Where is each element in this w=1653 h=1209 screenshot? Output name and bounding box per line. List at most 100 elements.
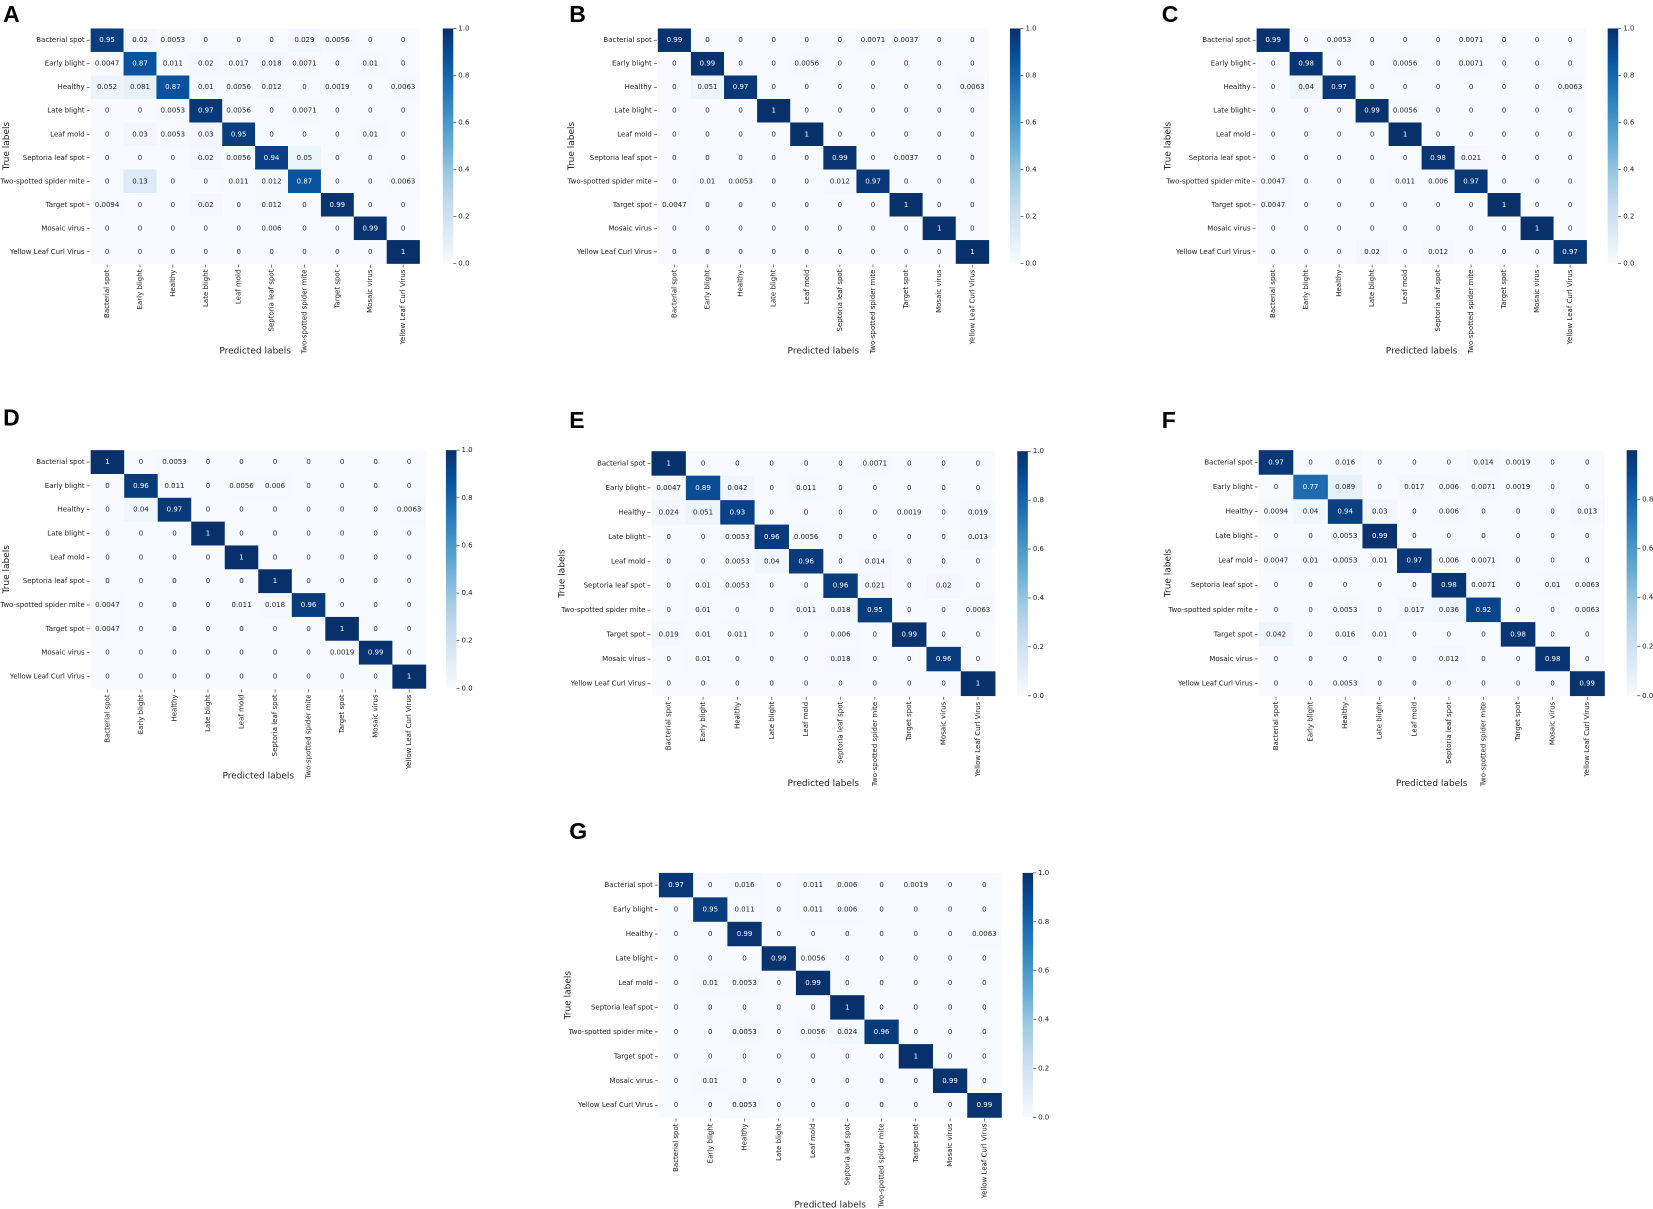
cell-label: 0 (904, 130, 908, 138)
y-axis-title: True labels (564, 971, 574, 1021)
cell (157, 473, 192, 499)
cell-label: 0.051 (693, 508, 713, 516)
cell-label: 0 (105, 248, 109, 256)
cell-label: 0 (1308, 606, 1312, 614)
y-tick-label: Mosaic virus (41, 649, 85, 657)
cell (788, 500, 824, 525)
cell (1535, 548, 1571, 574)
cell (761, 1093, 797, 1118)
cell (790, 240, 824, 264)
colorbar-tick-label: 0.6 (1038, 967, 1050, 975)
cell (1487, 240, 1521, 264)
cell-label: 0 (705, 130, 709, 138)
x-tick-label: Late blight (202, 269, 210, 307)
cell-label: 0 (805, 107, 809, 115)
cell (1362, 523, 1398, 549)
cell-label: 0 (1412, 508, 1416, 516)
cell-label: 1 (666, 459, 670, 467)
cell-label: 0.006 (1428, 177, 1449, 185)
cell-label: 0.01 (700, 177, 716, 185)
cell-label: 1 (105, 458, 109, 466)
panel-letter: B (569, 1, 586, 27)
cell-label: 1 (805, 130, 809, 138)
cell-label: 0 (838, 248, 842, 256)
cell (857, 671, 893, 697)
cell-label: 0 (139, 601, 143, 609)
cell-label: 0 (1481, 532, 1485, 540)
x-tick-label: Yellow Leaf Curl Virus (1566, 269, 1574, 345)
cell (1362, 646, 1398, 672)
cell-label: 0 (1469, 201, 1473, 209)
x-tick-label: Yellow Leaf Curl Virus (980, 1123, 988, 1199)
cell (157, 593, 192, 618)
cell (724, 193, 758, 217)
x-tick-label: Yellow Leaf Curl Virus (974, 701, 982, 777)
cell (1397, 450, 1432, 476)
cell (325, 664, 360, 689)
cell (191, 473, 226, 499)
cell-label: 0.0071 (1471, 581, 1496, 589)
cell-label: 0 (674, 1052, 678, 1060)
cell (790, 51, 824, 76)
cell (358, 640, 393, 665)
cell (1355, 240, 1389, 264)
cell (386, 169, 420, 194)
cell (922, 75, 957, 100)
cell-label: 0.016 (1335, 458, 1356, 466)
cell-label: 0 (171, 224, 175, 232)
cell (830, 995, 865, 1020)
cell-label: 0 (742, 1077, 746, 1085)
colorbar-tick-label: 0.0 (1025, 260, 1036, 268)
cell (1421, 28, 1455, 53)
cell (685, 646, 721, 672)
cell-label: 0.95 (231, 130, 247, 138)
cell (325, 616, 360, 642)
cell-label: 0 (941, 459, 945, 467)
cell (1289, 28, 1323, 53)
y-tick-label: Bacterial spot (1202, 36, 1251, 44)
cell-label: 0 (1447, 532, 1451, 540)
cell (690, 216, 725, 241)
x-tick-label: Target spot (333, 269, 341, 309)
colorbar-tick-label: 0.8 (1033, 496, 1044, 504)
cell (823, 193, 857, 217)
y-tick-label: Late blight (1213, 107, 1251, 115)
cell (1466, 499, 1502, 525)
cell-label: 0.0047 (95, 601, 120, 609)
cell-label: 0.0053 (732, 1028, 757, 1036)
cell (124, 545, 159, 570)
cell-label: 0 (1535, 130, 1539, 138)
cell (1258, 499, 1294, 525)
y-tick-label: Early blight (1211, 60, 1251, 68)
cell-label: 0 (269, 130, 273, 138)
x-tick-label: Mosaic virus (940, 701, 948, 745)
cell (693, 1044, 728, 1069)
cell (258, 664, 293, 689)
cell (1569, 572, 1605, 598)
cell (189, 51, 223, 76)
cell-label: 0 (705, 107, 709, 115)
cell-label: 0 (1274, 655, 1278, 663)
cell (955, 240, 990, 264)
cell-label: 0 (340, 553, 344, 561)
cell (325, 569, 360, 594)
cell-label: 0.98 (1298, 60, 1314, 68)
x-tick-label: Yellow Leaf Curl Virus (399, 269, 407, 345)
colorbar-tick-label: 0.4 (461, 589, 473, 597)
cell (856, 169, 890, 194)
cell-label: 1 (904, 201, 908, 209)
cell-label: 0 (1535, 83, 1539, 91)
cell (892, 671, 927, 697)
cell-label: 0 (373, 553, 377, 561)
cell (222, 122, 256, 147)
cell (889, 51, 923, 76)
cell (222, 146, 256, 170)
cell (1466, 474, 1502, 500)
cell (926, 646, 962, 672)
cell (922, 28, 957, 53)
cell-label: 0 (1550, 483, 1554, 491)
cell-label: 0 (770, 484, 774, 492)
cell (1487, 193, 1521, 217)
cell (967, 970, 1002, 996)
cell-label: 0 (838, 484, 842, 492)
